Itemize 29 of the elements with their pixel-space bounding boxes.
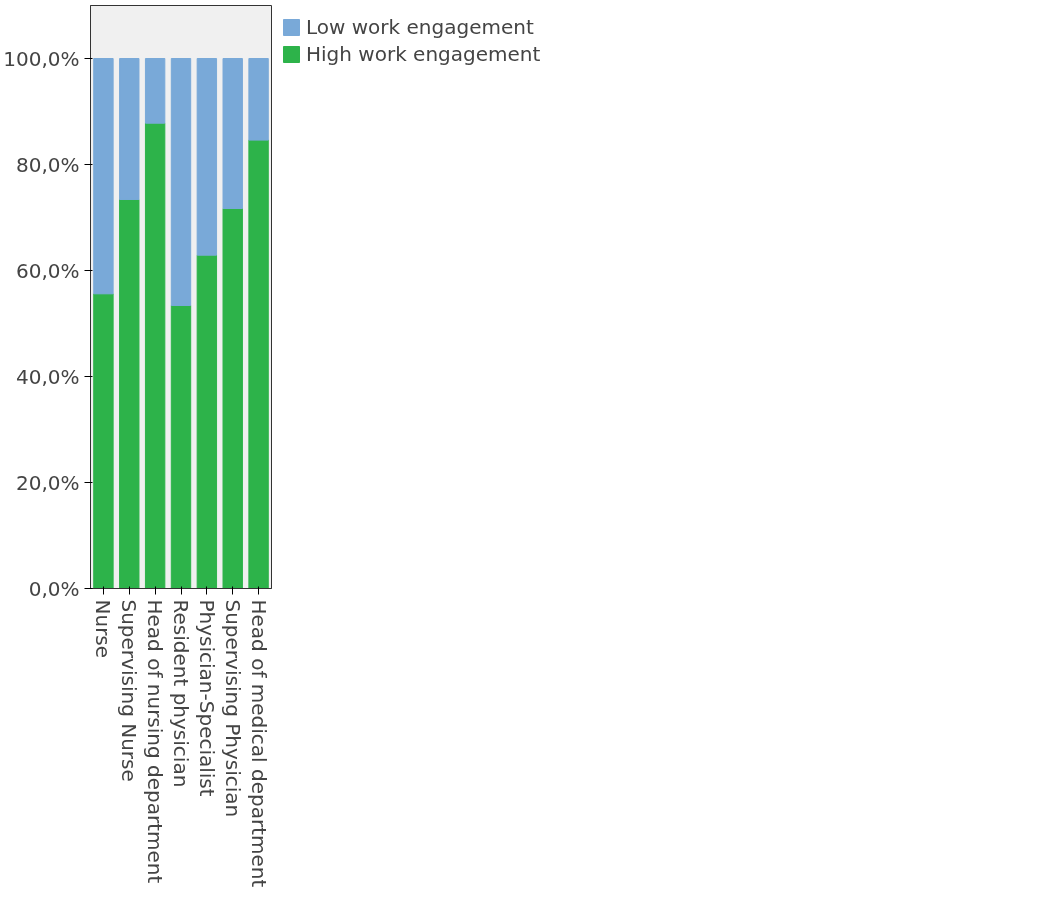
x-tick-label: Resident physician xyxy=(169,599,193,788)
y-tick-label: 20,0% xyxy=(15,470,80,495)
bar xyxy=(93,293,114,589)
x-tick-label: Nurse xyxy=(91,599,116,659)
y-tick-label: 0,0% xyxy=(28,576,80,601)
x-tick-label: Supervising Nurse xyxy=(117,599,142,782)
y-tick-label: 100,0% xyxy=(3,46,80,71)
legend-label: High work engagement xyxy=(306,42,541,66)
x-tick-label: Head of medical department xyxy=(246,599,271,888)
x-tick-label: Physician-Specialist xyxy=(194,599,219,797)
bar xyxy=(248,139,269,589)
x-tick-label: Head of nursing department xyxy=(143,599,168,884)
bar xyxy=(248,58,269,141)
bar xyxy=(222,207,243,589)
bar xyxy=(119,198,140,589)
bar xyxy=(144,58,166,124)
bar xyxy=(93,58,114,295)
bar xyxy=(119,58,140,200)
legend-label: Low work engagement xyxy=(306,15,534,39)
y-tick-label: 80,0% xyxy=(15,152,80,177)
bar xyxy=(144,122,166,589)
bar xyxy=(170,58,192,306)
bar xyxy=(222,58,243,209)
bar xyxy=(196,58,218,256)
bar xyxy=(170,304,192,589)
bar xyxy=(196,254,218,589)
y-tick-label: 60,0% xyxy=(15,258,80,283)
x-tick-label: Supervising Physician xyxy=(220,599,245,818)
y-tick-label: 40,0% xyxy=(15,364,80,389)
